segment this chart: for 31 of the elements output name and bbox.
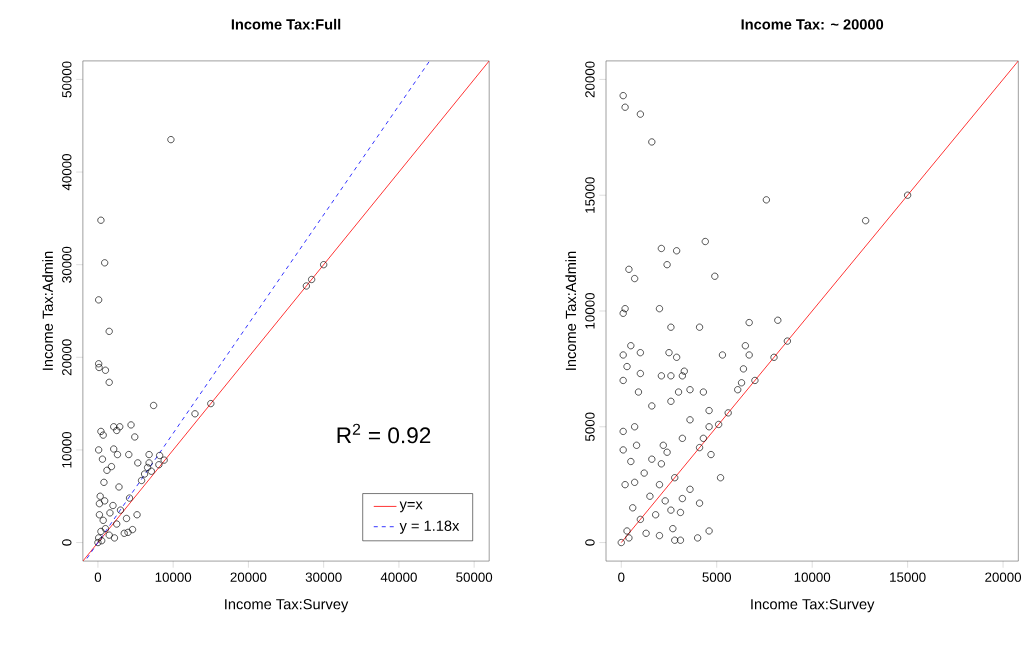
y-tick-label: 0 — [62, 539, 72, 546]
y-tick-label: 15000 — [585, 177, 595, 213]
chart-title: Income Tax:Full — [231, 18, 341, 30]
annotation: R$^{2}$ = 0.92 — [337, 423, 431, 444]
y-tick-label: 5000 — [585, 412, 595, 442]
y-tick-label: 50000 — [62, 61, 72, 98]
x-tick-label: 30000 — [305, 572, 342, 582]
legend-label: y = 1.18x — [399, 520, 460, 534]
y-tick-label: 20000 — [62, 339, 72, 376]
x-axis-title: Income Tax:Survey — [751, 599, 875, 613]
x-tick-label: 0 — [618, 572, 625, 582]
x-axis-title: Income Tax:Survey — [225, 599, 349, 613]
x-tick-label: 50000 — [456, 572, 493, 582]
y-tick-label: 30000 — [62, 246, 72, 283]
x-tick-label: 10000 — [794, 572, 831, 582]
x-tick-label: 5000 — [702, 572, 732, 582]
y-tick-label: 20000 — [585, 61, 595, 98]
chart-title: Income Tax: ~ 20000 — [741, 19, 884, 30]
y-axis-title: Income Tax:Admin — [565, 251, 577, 370]
x-tick-label: 20000 — [230, 572, 267, 582]
x-tick-label: 40000 — [380, 572, 417, 582]
x-tick-label: 15000 — [890, 572, 926, 582]
y-tick-label: 40000 — [62, 154, 72, 191]
x-tick-label: 10000 — [155, 572, 192, 582]
y-axis-title: Income Tax:Admin — [42, 251, 53, 370]
y-tick-label: 0 — [585, 539, 595, 546]
y-tick-label: 10000 — [62, 431, 72, 468]
x-tick-label: 0 — [94, 572, 102, 582]
y-tick-label: 10000 — [585, 293, 595, 329]
x-tick-label: 20000 — [985, 572, 1022, 582]
legend-label: y=x — [399, 501, 423, 513]
